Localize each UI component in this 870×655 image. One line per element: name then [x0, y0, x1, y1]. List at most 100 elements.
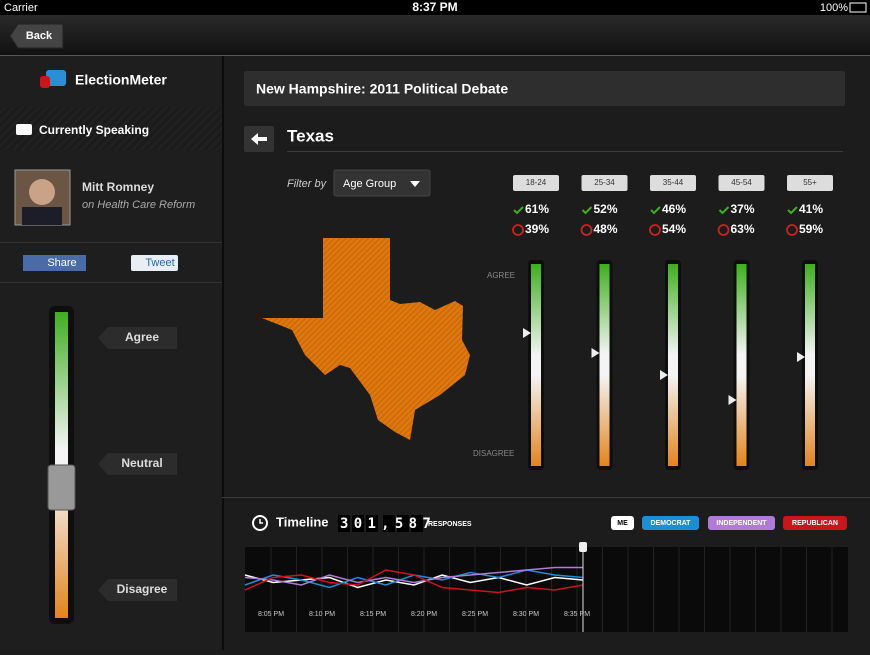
digit-box: [338, 515, 350, 532]
group-bar: [736, 264, 747, 466]
group-bar: [531, 264, 541, 466]
title-bar: [244, 71, 845, 106]
timeline-title: Timeline: [276, 514, 329, 529]
legend-pill[interactable]: [783, 516, 847, 530]
texas-map: [262, 238, 470, 440]
filter-value[interactable]: Age Group: [343, 178, 396, 190]
back-arrow[interactable]: [251, 133, 267, 145]
group-label[interactable]: 45-54: [731, 178, 752, 187]
meter-flag: [98, 327, 177, 349]
battery-icon: [849, 2, 867, 13]
legend-pill[interactable]: [611, 516, 634, 530]
agree-pct: 41%: [799, 202, 823, 216]
debate-title: New Hampshire: 2011 Political Debate: [256, 81, 508, 97]
disagree-pct: 48%: [594, 222, 618, 236]
section-header: [0, 107, 222, 150]
section-title: Currently Speaking: [39, 123, 149, 137]
back-button[interactable]: [9, 23, 64, 49]
group-tab[interactable]: [513, 175, 559, 191]
group-tab[interactable]: [718, 175, 765, 191]
logo: [46, 70, 66, 86]
response-count: 301,587: [340, 516, 436, 532]
group-tab[interactable]: [787, 175, 833, 191]
divider: [222, 497, 870, 498]
time-label: 8:35 PM: [564, 611, 590, 618]
disagree-pct: 54%: [662, 222, 686, 236]
time-label: 8:10 PM: [309, 611, 335, 618]
check-icon: [650, 206, 661, 215]
legend-label[interactable]: ME: [617, 520, 628, 527]
group-label[interactable]: 35-44: [663, 178, 684, 187]
sidebar-edge: [222, 56, 224, 650]
series-line: [244, 569, 584, 594]
legend-label[interactable]: REPUBLICAN: [792, 520, 838, 527]
digit-box: [411, 515, 423, 532]
group-tab[interactable]: [650, 175, 696, 191]
nav-bar: [0, 15, 870, 55]
check-icon: [581, 206, 593, 215]
tweet-label[interactable]: Tweet: [145, 257, 174, 269]
logo: [40, 76, 50, 88]
meter-handle[interactable]: [47, 464, 76, 511]
share-label[interactable]: Share: [47, 257, 76, 269]
clock-icon: [259, 519, 263, 524]
disagree-pct: 63%: [731, 222, 755, 236]
check-icon: [787, 206, 798, 215]
no-icon: [649, 224, 661, 236]
group-marker: [660, 370, 668, 380]
group-marker: [728, 395, 737, 405]
digit-box: [397, 515, 409, 532]
legend-label[interactable]: INDEPENDENT: [716, 520, 767, 527]
app-name: ElectionMeter: [75, 72, 167, 88]
agree-pct: 37%: [731, 202, 755, 216]
dropdown-caret[interactable]: [410, 181, 420, 187]
no-icon: [580, 224, 593, 236]
divider: [0, 242, 222, 243]
battery: 100%: [820, 2, 848, 14]
back-label[interactable]: Back: [26, 30, 53, 42]
group-bar: [805, 264, 815, 466]
group-label[interactable]: 25-34: [594, 178, 615, 187]
meter-flag: [98, 579, 177, 601]
legend-label[interactable]: DEMOCRAT: [651, 520, 692, 527]
series-line: [244, 566, 583, 586]
group-bar: [599, 264, 610, 466]
legend-pill[interactable]: [708, 516, 775, 530]
legend-pill[interactable]: [642, 516, 699, 530]
divider: [0, 282, 222, 283]
filter-dropdown[interactable]: [333, 169, 431, 197]
meter-flag: [98, 453, 177, 475]
disagree-pct: 39%: [525, 222, 549, 236]
share-button[interactable]: [23, 255, 86, 271]
status-bar: [0, 0, 870, 15]
speaker-topic: on Health Care Reform: [82, 199, 195, 211]
no-icon: [512, 224, 524, 236]
group-tab[interactable]: [581, 175, 628, 191]
check-icon: [513, 206, 524, 215]
no-icon: [717, 224, 730, 236]
disagree-pct: 59%: [799, 222, 823, 236]
group-label[interactable]: 18-24: [526, 178, 547, 187]
playhead-knob[interactable]: [579, 542, 587, 552]
digit-box: [352, 515, 364, 532]
agree-pct: 52%: [594, 202, 618, 216]
divider: [287, 151, 843, 152]
time-label: 8:25 PM: [462, 611, 488, 618]
sidebar: [0, 56, 222, 650]
group-marker: [523, 328, 531, 338]
agree-pct: 61%: [525, 202, 549, 216]
speaker-photo: [29, 179, 55, 205]
clock: 8:37 PM: [412, 0, 457, 14]
tweet-button[interactable]: [131, 255, 178, 271]
responses-label: RESPONSES: [428, 521, 472, 528]
speaker-name: Mitt Romney: [82, 180, 154, 194]
meter-label: Agree: [125, 330, 159, 344]
group-bar: [668, 264, 678, 466]
time-label: 8:15 PM: [360, 611, 386, 618]
group-marker: [591, 348, 600, 358]
disagree-axis: DISAGREE: [473, 449, 514, 458]
group-label[interactable]: 55+: [803, 178, 817, 187]
speaker-photo: [22, 207, 62, 225]
